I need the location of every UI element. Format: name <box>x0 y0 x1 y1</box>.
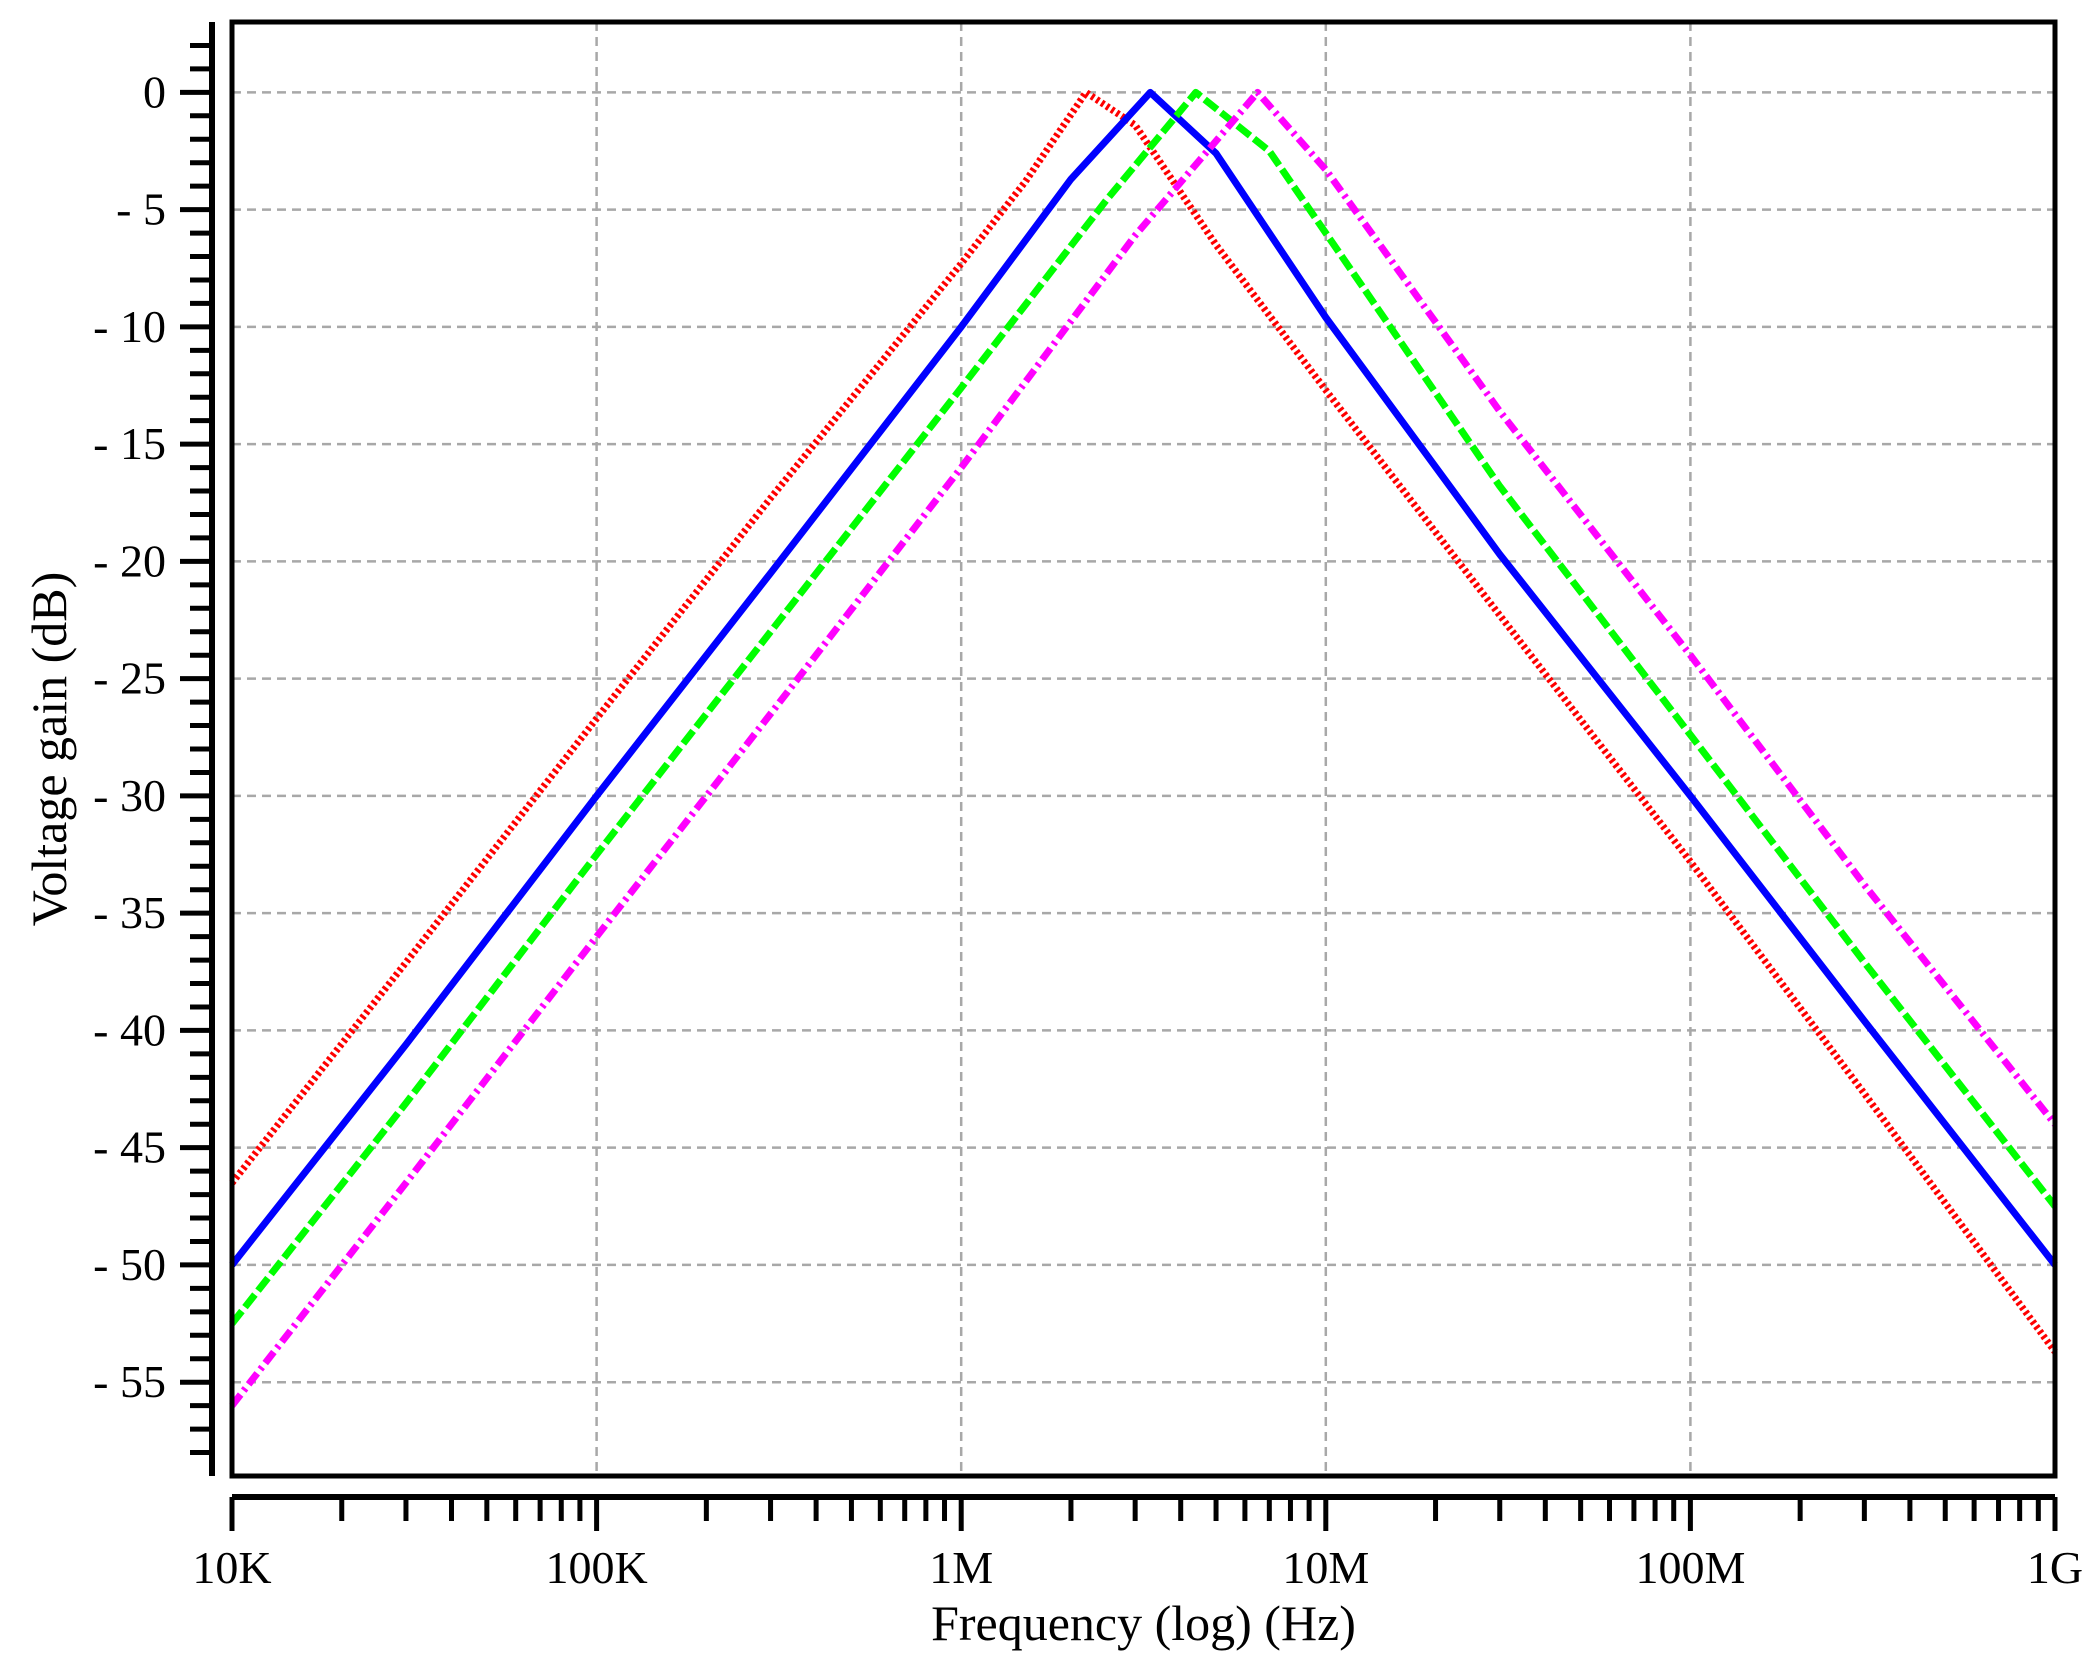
y-tick-label: - 45 <box>93 1122 166 1173</box>
y-tick-label: - 10 <box>93 301 166 352</box>
x-tick-label: 10M <box>1282 1542 1369 1593</box>
y-tick-label: - 20 <box>93 535 166 586</box>
series-line-2 <box>229 88 2058 1268</box>
plot-frame <box>229 19 2058 1479</box>
y-tick-label: - 30 <box>93 770 166 821</box>
axes <box>180 19 2058 1531</box>
y-axis-title: Voltage gain (dB) <box>21 572 77 927</box>
x-tick-label: 100K <box>545 1542 647 1593</box>
x-tick-label: 10K <box>192 1542 271 1593</box>
series-line-1 <box>229 88 2058 1354</box>
grid-lines <box>230 22 2057 1476</box>
y-tick-label: - 5 <box>116 184 166 235</box>
x-axis-title: Frequency (log) (Hz) <box>931 1595 1356 1651</box>
tick-labels: 10K 100K 1M 10M 100M 1G 0 - 5 - 10 - 15 - 20 - 25 - … <box>93 66 2083 1593</box>
series-line-4 <box>229 88 2058 1408</box>
x-tick-label: 100M <box>1635 1542 1745 1593</box>
x-tick-label: 1G <box>2027 1542 2083 1593</box>
y-tick-label: 0 <box>143 66 166 117</box>
y-tick-label: - 35 <box>93 887 166 938</box>
y-tick-label: - 55 <box>93 1356 166 1407</box>
x-tick-label: 1M <box>929 1542 993 1593</box>
y-tick-label: - 50 <box>93 1239 166 1290</box>
series-line-3 <box>229 88 2058 1326</box>
y-tick-label: - 25 <box>93 653 166 704</box>
y-tick-label: - 40 <box>93 1004 166 1055</box>
plot-series <box>229 88 2058 1408</box>
y-tick-label: - 15 <box>93 418 166 469</box>
